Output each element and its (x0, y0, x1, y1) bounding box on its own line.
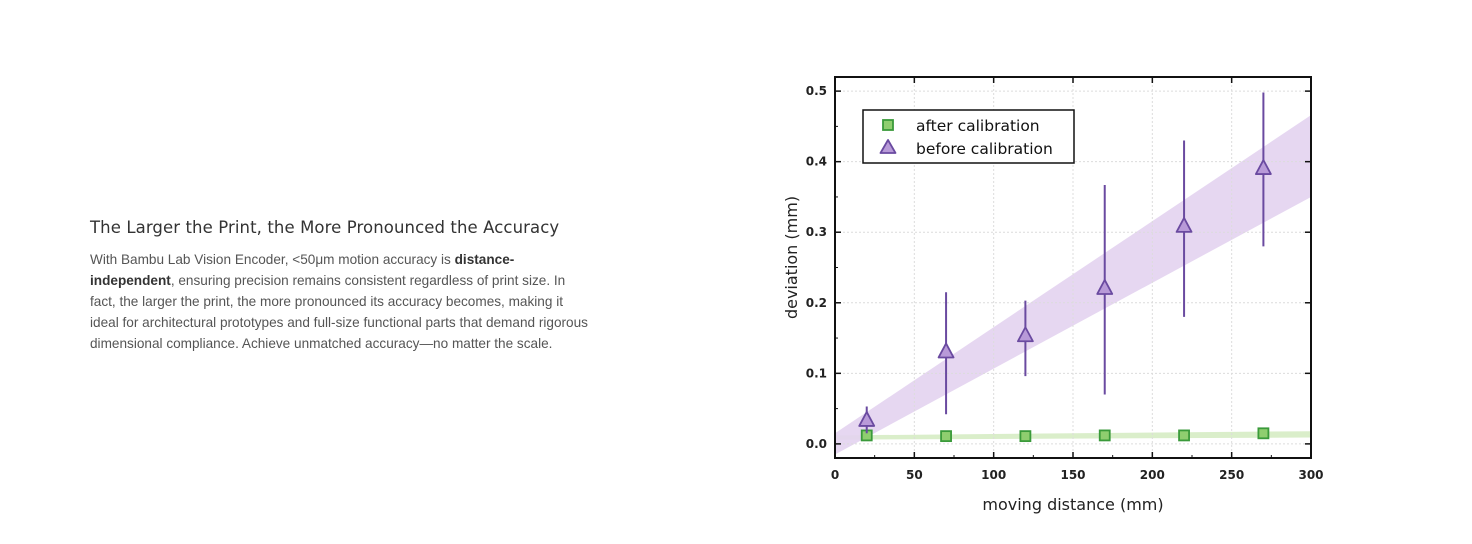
legend: after calibration before calibration (862, 109, 1075, 164)
data-point-triangle (1096, 279, 1114, 295)
confidence-band-1 (835, 115, 1311, 455)
y-tick-label: 0.5 (806, 84, 827, 98)
data-point-triangle (1016, 326, 1034, 343)
x-tick-label: 100 (981, 468, 1006, 482)
description-prefix: With Bambu Lab Vision Encoder, <50μm mot… (90, 252, 455, 267)
section-heading: The Larger the Print, the More Pronounce… (90, 218, 560, 237)
legend-label: after calibration (916, 117, 1040, 135)
description-highlight: distance-independent (90, 252, 515, 288)
description-suffix: , ensuring precision remains consistent … (90, 273, 588, 351)
data-point-triangle (1175, 216, 1193, 233)
data-points (858, 92, 1272, 443)
y-tick-label: 0.4 (806, 155, 827, 169)
data-point-triangle (858, 411, 876, 427)
data-point-square (1178, 429, 1190, 442)
confidence-band-0 (835, 431, 1311, 440)
x-tick-label: 0 (831, 468, 839, 482)
x-tick-label: 150 (1060, 468, 1085, 482)
series-0 (860, 427, 1270, 443)
data-point-square (940, 430, 952, 443)
axes: 0 50 100 150 200 250 300 0.0 0.1 0.2 0.3 0.4 0.5 (806, 76, 1324, 482)
y-tick-label: 0.3 (806, 225, 827, 239)
confidence-bands (835, 115, 1311, 455)
legend-box (862, 109, 1075, 164)
y-axis-title: deviation (mm) (782, 196, 801, 319)
x-tick-label: 50 (906, 468, 923, 482)
legend-marker-square (882, 119, 894, 131)
section-description: With Bambu Lab Vision Encoder, <50μm mot… (90, 249, 590, 354)
legend-marker-triangle (879, 139, 897, 154)
data-point-square (1019, 430, 1032, 443)
grid-lines (835, 77, 1311, 458)
data-point-square (1257, 427, 1270, 440)
x-axis-title: moving distance (mm) (982, 495, 1163, 514)
series-1 (858, 92, 1272, 434)
y-tick-label: 0.1 (806, 366, 827, 380)
x-tick-label: 300 (1298, 468, 1323, 482)
data-point-square (1098, 429, 1111, 442)
data-point-triangle (1254, 159, 1272, 175)
text-section: The Larger the Print, the More Pronounce… (90, 218, 590, 354)
data-point-triangle (937, 342, 955, 359)
y-tick-label: 0.0 (806, 437, 827, 451)
legend-label: before calibration (916, 140, 1053, 158)
accuracy-chart: 0 50 100 150 200 250 300 0.0 0.1 0.2 0.3 0.4 0.5 mov… (782, 76, 1324, 514)
x-tick-label: 250 (1219, 468, 1244, 482)
y-tick-label: 0.2 (806, 296, 827, 310)
x-tick-label: 200 (1140, 468, 1165, 482)
